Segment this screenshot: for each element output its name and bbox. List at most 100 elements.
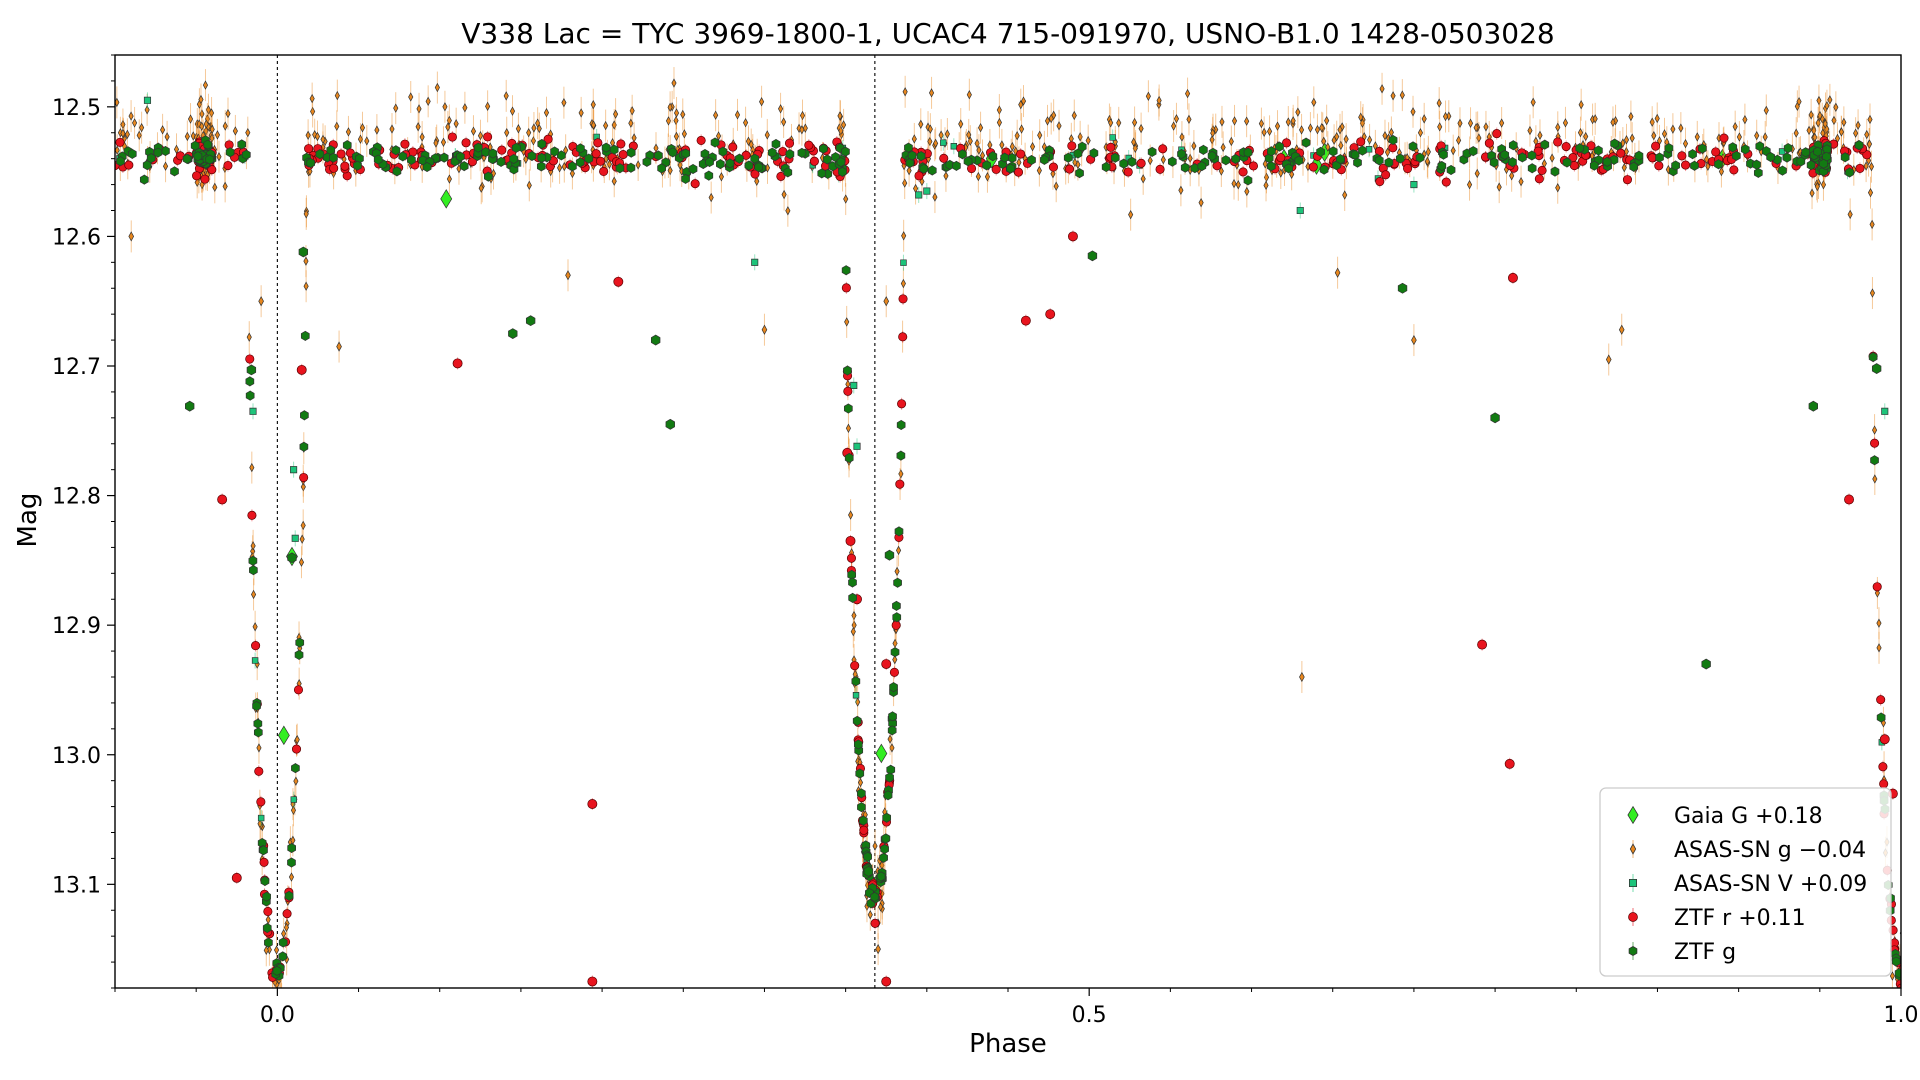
series-1-bg-point xyxy=(799,125,805,135)
series-1-bg-point xyxy=(1824,101,1830,111)
x-axis-ticks: 0.0 0.5 1.0 xyxy=(114,988,1919,1028)
series-3-bg-point xyxy=(870,918,880,928)
series-1-bg-point xyxy=(850,626,856,637)
series-4-bg-point xyxy=(1854,140,1864,151)
series-4-bg-point xyxy=(988,151,998,162)
series-4-bg-point xyxy=(295,637,305,648)
series-1-bg-point xyxy=(781,117,787,127)
legend-marker-1 xyxy=(1629,843,1637,855)
series-3-point-6 xyxy=(587,976,598,987)
series-4-bg-point xyxy=(1110,152,1120,163)
series-4-point-5 xyxy=(525,315,536,327)
series-1-bg-point xyxy=(1289,169,1295,180)
series-1-bg-point xyxy=(927,124,933,134)
series-3-bg-point xyxy=(1016,149,1026,159)
series-1-bg-point xyxy=(843,194,849,204)
series-4-bg-point xyxy=(1284,163,1293,174)
series-3-bg-point xyxy=(115,137,125,147)
series-1-bg-point xyxy=(1338,140,1344,151)
y-tick-label-4: 12.9 xyxy=(52,614,101,639)
series-1-bg-point xyxy=(708,192,714,203)
series-1-bg-point xyxy=(1048,113,1054,124)
series-1-bg-point xyxy=(1867,114,1873,125)
series-4-bg-point xyxy=(1027,154,1036,166)
series-3-bg-point xyxy=(1065,164,1075,174)
series-1-bg-point xyxy=(257,819,263,829)
series-4-bg-point xyxy=(1316,146,1325,157)
series-1-bg-point xyxy=(408,92,414,102)
series-0-point-4 xyxy=(875,743,888,764)
series-1-bg-point xyxy=(978,122,984,133)
series-4-bg-point xyxy=(1508,140,1518,151)
series-4-bg-point xyxy=(785,149,795,160)
series-4-bg-point xyxy=(1778,165,1787,176)
series-1-bg-point xyxy=(251,589,257,600)
series-4-bg-point xyxy=(537,138,547,149)
series-3-bg-point xyxy=(914,171,924,181)
series-3-bg-point xyxy=(1729,165,1739,175)
series-1-bg-point xyxy=(1220,142,1226,153)
series-3-bg-point xyxy=(1441,177,1451,187)
series-1-point-8 xyxy=(1334,267,1341,278)
series-4-bg-point xyxy=(863,851,872,862)
series-2-bg-point xyxy=(950,143,958,150)
series-4-bg-point xyxy=(127,148,137,159)
series-1-bg-point xyxy=(1847,209,1853,220)
series-1-bg-point xyxy=(713,110,719,120)
series-1-bg-point xyxy=(184,131,190,142)
data-points xyxy=(115,67,1901,988)
series-1-bg-point xyxy=(1186,114,1192,125)
series-4-bg-point xyxy=(1040,154,1049,165)
series-1-bg-point xyxy=(364,136,370,146)
series-3-bg-point xyxy=(776,171,786,181)
series-4-bg-point xyxy=(1796,156,1806,167)
series-4-bg-point xyxy=(1336,154,1345,165)
series-1-bg-point xyxy=(1620,138,1626,148)
series-4-bg-point xyxy=(767,147,777,158)
series-3-bg-point xyxy=(1569,161,1579,171)
series-3-bg-point xyxy=(245,354,255,364)
series-1-bg-point xyxy=(1311,97,1317,108)
series-1-bg-point xyxy=(1583,131,1589,142)
series-4-bg-point xyxy=(259,845,268,856)
series-2-bg-point xyxy=(290,796,298,803)
series-1-bg-point xyxy=(194,177,200,188)
series-1-bg-point xyxy=(667,102,673,113)
series-1-bg-point xyxy=(203,126,209,136)
series-1-bg-point xyxy=(1629,133,1635,143)
series-3-bg-point xyxy=(809,156,819,166)
series-4-bg-point xyxy=(287,857,296,868)
series-3-bg-point xyxy=(1651,141,1661,151)
series-1-bg-point xyxy=(199,121,205,131)
series-4-bg-point xyxy=(1766,152,1775,163)
series-1-bg-point xyxy=(162,161,169,171)
y-tick-label-6: 13.1 xyxy=(52,873,101,898)
series-4-bg-point xyxy=(852,715,862,726)
series-1-bg-point xyxy=(334,90,340,101)
series-1-bg-point xyxy=(578,108,584,118)
series-4-bg-point xyxy=(1500,149,1510,160)
series-1-bg-point xyxy=(635,160,641,170)
series-1-bg-point xyxy=(1467,118,1474,128)
series-4-bg-point xyxy=(1782,152,1792,163)
series-3-bg-point xyxy=(595,156,606,166)
series-1-bg-point xyxy=(1298,125,1305,135)
series-1-bg-point xyxy=(1337,125,1343,135)
series-1-bg-point xyxy=(984,172,990,182)
series-4-point-7 xyxy=(665,418,675,430)
series-1-bg-point xyxy=(1762,132,1768,142)
series-2-bg-point xyxy=(257,814,265,822)
series-1-bg-point xyxy=(1841,117,1847,128)
series-4-bg-point xyxy=(392,166,402,177)
series-4-bg-point xyxy=(373,154,383,165)
series-1-bg-point xyxy=(1437,122,1443,132)
series-1-bg-point xyxy=(898,469,904,479)
series-4-bg-point xyxy=(1518,152,1527,163)
series-4-bg-point xyxy=(754,162,763,173)
series-1-bg-point xyxy=(1016,157,1022,168)
series-4-bg-point xyxy=(855,768,865,779)
series-1-bg-point xyxy=(303,209,309,219)
series-1-bg-point xyxy=(307,166,313,177)
series-1-bg-point xyxy=(453,119,459,129)
series-4-bg-point xyxy=(817,168,827,179)
